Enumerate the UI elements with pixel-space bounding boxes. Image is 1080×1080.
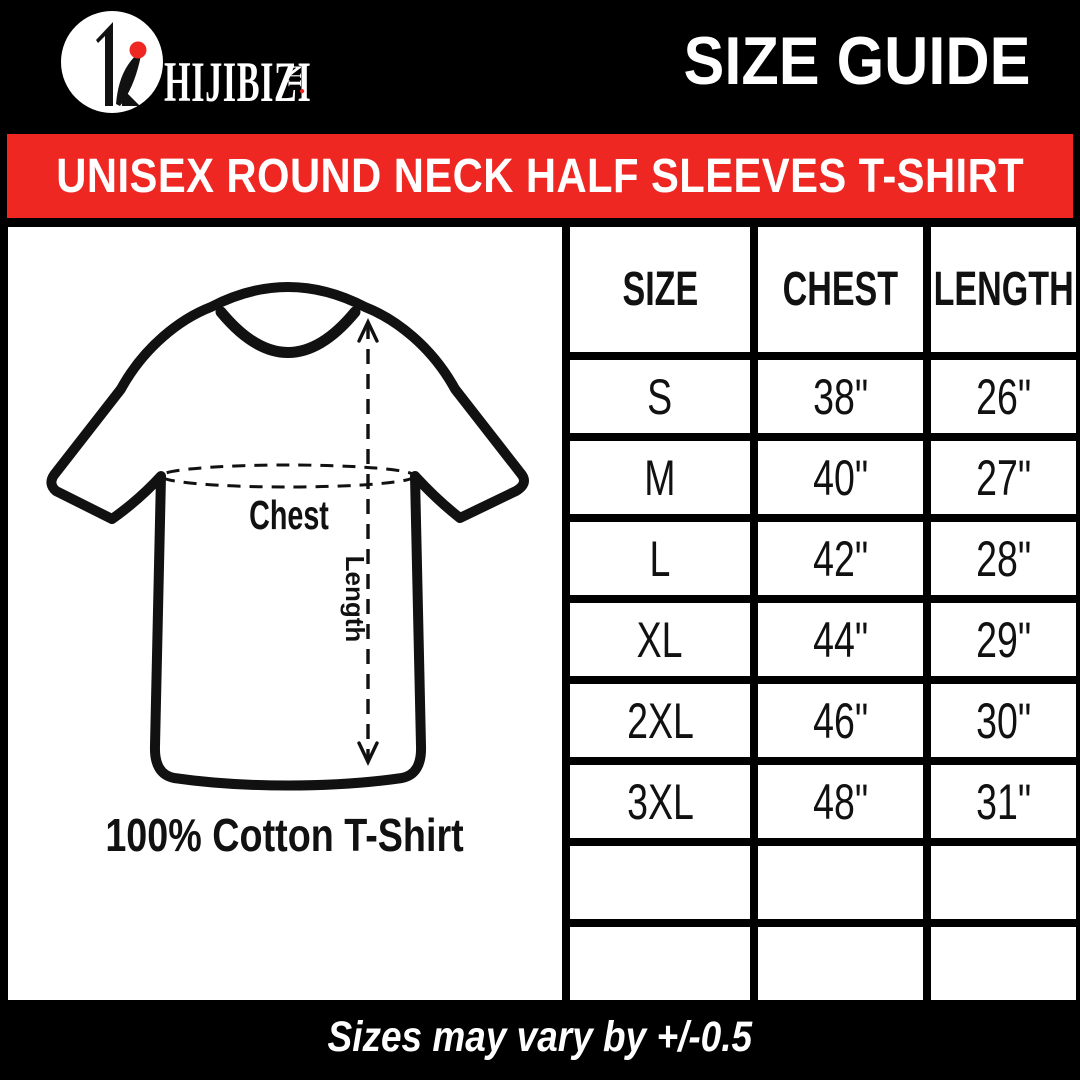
- column-header-size: SIZE: [570, 227, 750, 352]
- chest-cell: 48": [758, 765, 923, 838]
- product-banner-text: UNISEX ROUND NECK HALF SLEEVES T-SHIRT: [56, 149, 1024, 203]
- column-header-chest: CHEST: [758, 227, 923, 352]
- brand-domain-suffix: . IN: [281, 63, 310, 95]
- chest-label: Chest: [249, 493, 329, 538]
- chest-cell: 38": [758, 360, 923, 433]
- length-cell: [931, 846, 1076, 919]
- size-cell: S: [570, 360, 750, 433]
- chest-cell: 40": [758, 441, 923, 514]
- brand-logo-icon: [61, 11, 163, 113]
- size-cell: L: [570, 522, 750, 595]
- length-cell: 29": [931, 603, 1076, 676]
- length-cell: 28": [931, 522, 1076, 595]
- size-cell: 2XL: [570, 684, 750, 757]
- tshirt-diagram-icon: Chest Length: [46, 282, 529, 791]
- size-cell: [570, 846, 750, 919]
- page-title: SIZE GUIDE: [683, 23, 1030, 99]
- size-cell: [570, 927, 750, 1000]
- diagram-caption: 100% Cotton T-Shirt: [105, 809, 465, 861]
- size-cell: 3XL: [570, 765, 750, 838]
- length-cell: 31": [931, 765, 1076, 838]
- brand-suffix-text: IN: [285, 63, 306, 87]
- column-header-length: LENGTH: [931, 227, 1076, 352]
- chest-cell: 44": [758, 603, 923, 676]
- length-cell: 30": [931, 684, 1076, 757]
- brand-name: HIJIBIZI: [164, 51, 312, 114]
- size-cell: M: [570, 441, 750, 514]
- length-cell: [931, 927, 1076, 1000]
- chest-cell: [758, 846, 923, 919]
- length-cell: 26": [931, 360, 1076, 433]
- size-cell: XL: [570, 603, 750, 676]
- chest-cell: 46": [758, 684, 923, 757]
- length-cell: 27": [931, 441, 1076, 514]
- length-label: Length: [340, 556, 370, 643]
- chest-cell: 42": [758, 522, 923, 595]
- product-banner: UNISEX ROUND NECK HALF SLEEVES T-SHIRT: [7, 134, 1073, 218]
- diagram-panel: Chest Length 100% Cotton T-Shirt: [8, 227, 562, 1000]
- size-table: SIZE CHEST LENGTH S 38" 26" M 40" 27" L …: [570, 227, 1076, 1000]
- chest-cell: [758, 927, 923, 1000]
- footer-note: Sizes may vary by +/-0.5: [327, 1013, 753, 1061]
